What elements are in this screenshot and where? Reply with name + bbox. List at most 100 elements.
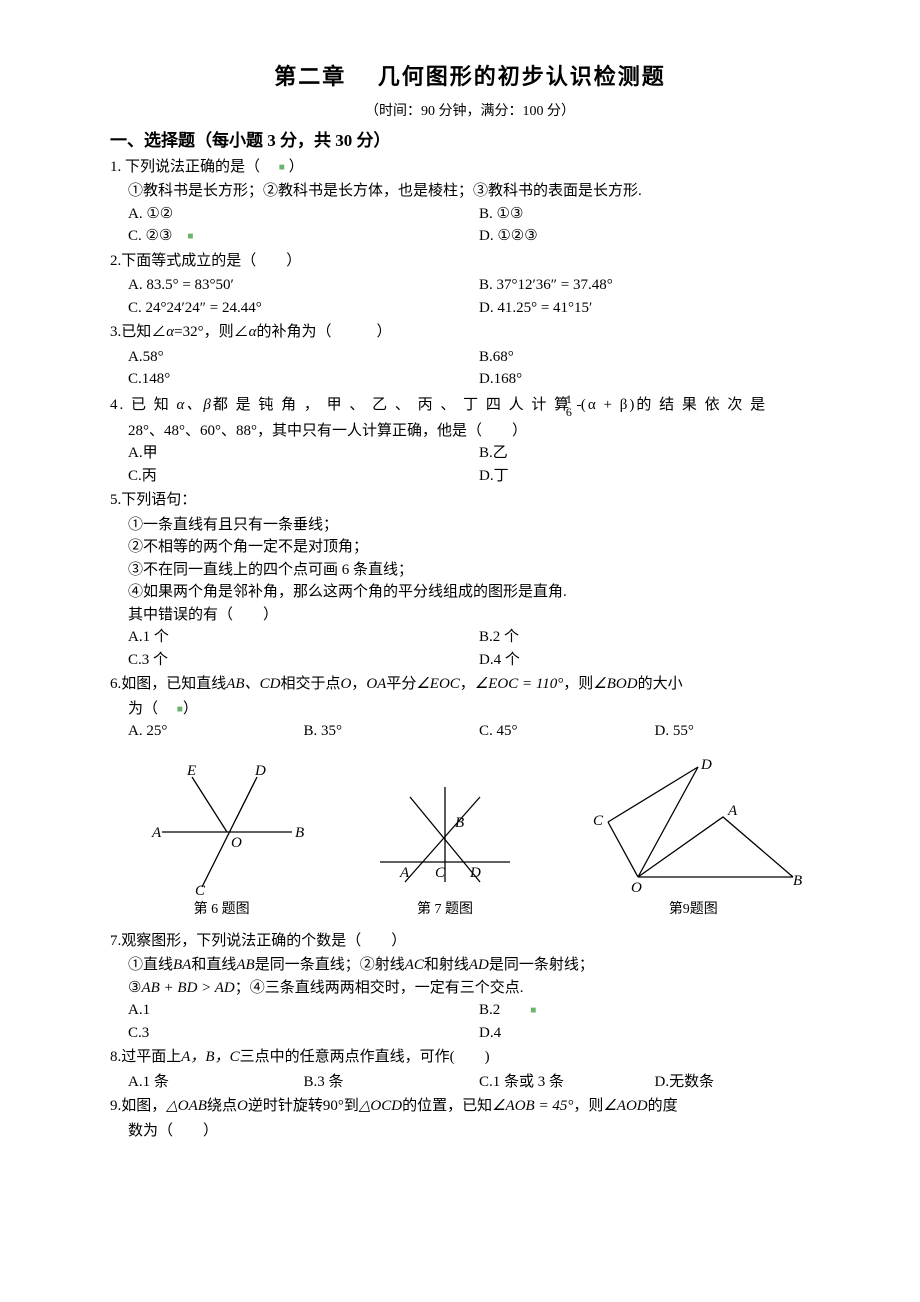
- fig9-label-o: O: [631, 880, 642, 896]
- q3-opt-a: A.58°: [128, 346, 479, 369]
- section-1-heading: 一、选择题（每小题 3 分，共 30 分）: [110, 128, 830, 154]
- q5-s1: ①一条直线有且只有一条垂线；: [110, 514, 830, 537]
- q7-s1d: AB: [236, 957, 254, 973]
- q8-opt-a: A.1 条: [128, 1071, 304, 1094]
- q1-stem: 1. 下列说法正确的是（: [110, 159, 279, 175]
- q1-stem-end: ）: [285, 159, 304, 175]
- q7-s2b: AB + BD > AD: [141, 980, 234, 996]
- q6-a: 6.如图，已知直线: [110, 676, 226, 692]
- q7-s1: ①直线BA和直线AB是同一条直线；②射线AC和射线AD是同一条射线；: [110, 954, 830, 977]
- q1-options-row1: A. ①② B. ①③: [110, 203, 830, 226]
- q6-opt-c: C. 45°: [479, 720, 655, 743]
- q5-s4: ④如果两个角是邻补角，那么这两个角的平分线组成的图形是直角.: [110, 581, 830, 604]
- q7-s1i: 是同一条射线；: [489, 957, 594, 973]
- q9-deg: 90°: [323, 1098, 344, 1114]
- q8-a: 8.过平面上: [110, 1049, 181, 1065]
- q7-opt-a: A.1: [128, 999, 479, 1022]
- q6-v1: AB、CD: [226, 676, 280, 692]
- figure-9-caption: 第9题图: [583, 899, 803, 920]
- question-3: 3.已知∠α=32°，则∠α的补角为（ ）: [110, 321, 830, 344]
- fig9-label-b: B: [793, 873, 802, 889]
- q9-ang2: ∠AOD: [603, 1098, 647, 1114]
- fig9-label-d: D: [700, 757, 712, 773]
- fig6-label-o: O: [231, 835, 242, 851]
- q7-s2a: ③: [128, 980, 141, 996]
- fig6-label-a: A: [151, 825, 162, 841]
- q3-opt-c: C.148°: [128, 368, 479, 391]
- q4-opt-a: A.甲: [128, 442, 479, 465]
- q3-alpha1: α: [166, 324, 174, 340]
- q7-s1h: AD: [469, 957, 489, 973]
- q6-v4: ∠EOC: [416, 676, 459, 692]
- q3-a: 3.已知∠: [110, 324, 166, 340]
- q5-opt-d: D.4 个: [479, 649, 830, 672]
- q9-t3: △OCD: [359, 1098, 402, 1114]
- figure-9: D C A O B 第9题图: [583, 757, 803, 920]
- q6-v5: ∠EOC = 110°: [475, 676, 563, 692]
- q5-s3: ③不在同一直线上的四个点可画 6 条直线；: [110, 559, 830, 582]
- q4-b: 都 是 钝 角 ， 甲 、 乙 、 丙 、 丁 四 人 计 算: [213, 396, 577, 412]
- question-6: 6.如图，已知直线AB、CD相交于点O，OA平分∠EOC，∠EOC = 110°…: [110, 673, 830, 696]
- fig7-label-b: B: [455, 815, 464, 831]
- q4-ab: α、β: [177, 396, 213, 412]
- q5-s2: ②不相等的两个角一定不是对顶角；: [110, 536, 830, 559]
- q7-opt-b: B.2: [479, 1002, 500, 1018]
- q2-options-row2: C. 24°24′24″ = 24.44° D. 41.25° = 41°15′: [110, 297, 830, 320]
- q3-opt-b: B.68°: [479, 346, 830, 369]
- fig7-label-d: D: [469, 865, 481, 881]
- question-9: 9.如图，△OAB绕点O逆时针旋转90°到△OCD的位置，已知∠AOB = 45…: [110, 1095, 830, 1118]
- q1-opt-b: B. ①③: [479, 203, 830, 226]
- q7-s2c: ；④三条直线两两相交时，一定有三个交点.: [235, 980, 524, 996]
- figures-row: E D A O B C 第 6 题图 B A C D: [110, 757, 830, 920]
- question-7: 7.观察图形，下列说法正确的个数是（ ）: [110, 930, 830, 953]
- q1-opt-a: A. ①②: [128, 203, 479, 226]
- q7-options-row2: C.3 D.4: [110, 1022, 830, 1045]
- q4-opt-b: B.乙: [479, 442, 830, 465]
- q9-b: 绕点: [207, 1098, 237, 1114]
- q2-opt-a: A. 83.5° = 83°50′: [128, 274, 479, 297]
- q7-s1c: 和直线: [191, 957, 236, 973]
- q7-s2: ③AB + BD > AD；④三条直线两两相交时，一定有三个交点.: [110, 977, 830, 1000]
- question-8: 8.过平面上A，B，C三点中的任意两点作直线，可作( ): [110, 1046, 830, 1069]
- q4-opt-d: D.丁: [479, 465, 830, 488]
- q2-opt-c: C. 24°24′24″ = 24.44°: [128, 297, 479, 320]
- q6-e: ，: [460, 676, 475, 692]
- fig6-label-b: B: [295, 825, 304, 841]
- fig7-label-c: C: [435, 865, 446, 881]
- q5-options-row2: C.3 个 D.4 个: [110, 649, 830, 672]
- q5-opt-a: A.1 个: [128, 626, 479, 649]
- figure-6-caption: 第 6 题图: [137, 899, 307, 920]
- q7-opt-d: D.4: [479, 1022, 830, 1045]
- q8-pts: A，B，C: [181, 1049, 239, 1065]
- q6-v6: ∠BOD: [593, 676, 637, 692]
- q5-opt-b: B.2 个: [479, 626, 830, 649]
- q7-s1f: AC: [405, 957, 424, 973]
- q9-t1: △OAB: [166, 1098, 207, 1114]
- question-1: 1. 下列说法正确的是（ ■ ）: [110, 156, 830, 179]
- q9-f: ，则: [573, 1098, 603, 1114]
- q6-line2-b: ）: [183, 701, 198, 717]
- q9-a: 9.如图，: [110, 1098, 166, 1114]
- fig9-label-a: A: [727, 803, 738, 819]
- q1-statements: ①教科书是长方形；②教科书是长方体，也是棱柱；③教科书的表面是长方形.: [110, 180, 830, 203]
- q5-s5: 其中错误的有（ ）: [110, 604, 830, 627]
- q5-opt-c: C.3 个: [128, 649, 479, 672]
- q8-opt-d: D.无数条: [655, 1071, 831, 1094]
- q6-g: 的大小: [638, 676, 683, 692]
- q6-v3: OA: [366, 676, 386, 692]
- q7-s1a: ①直线: [128, 957, 173, 973]
- fig6-label-e: E: [186, 763, 196, 779]
- q8-options: A.1 条 B.3 条 C.1 条或 3 条 D.无数条: [110, 1071, 830, 1094]
- fig6-label-d: D: [254, 763, 266, 779]
- q6-line2-a: 为（: [128, 701, 177, 717]
- marker-dot: ■: [187, 231, 193, 242]
- q6-f: ，则: [563, 676, 593, 692]
- q9-c: 逆时针旋转: [248, 1098, 323, 1114]
- figure-7-caption: 第 7 题图: [360, 899, 530, 920]
- q8-opt-c: C.1 条或 3 条: [479, 1071, 655, 1094]
- q9-ang: ∠AOB = 45°: [492, 1098, 573, 1114]
- figure-6-svg: E D A O B C: [137, 757, 307, 897]
- q8-b: 三点中的任意两点作直线，可作( ): [240, 1049, 490, 1065]
- q9-d: 到: [344, 1098, 359, 1114]
- q4-a: 4. 已 知: [110, 396, 177, 412]
